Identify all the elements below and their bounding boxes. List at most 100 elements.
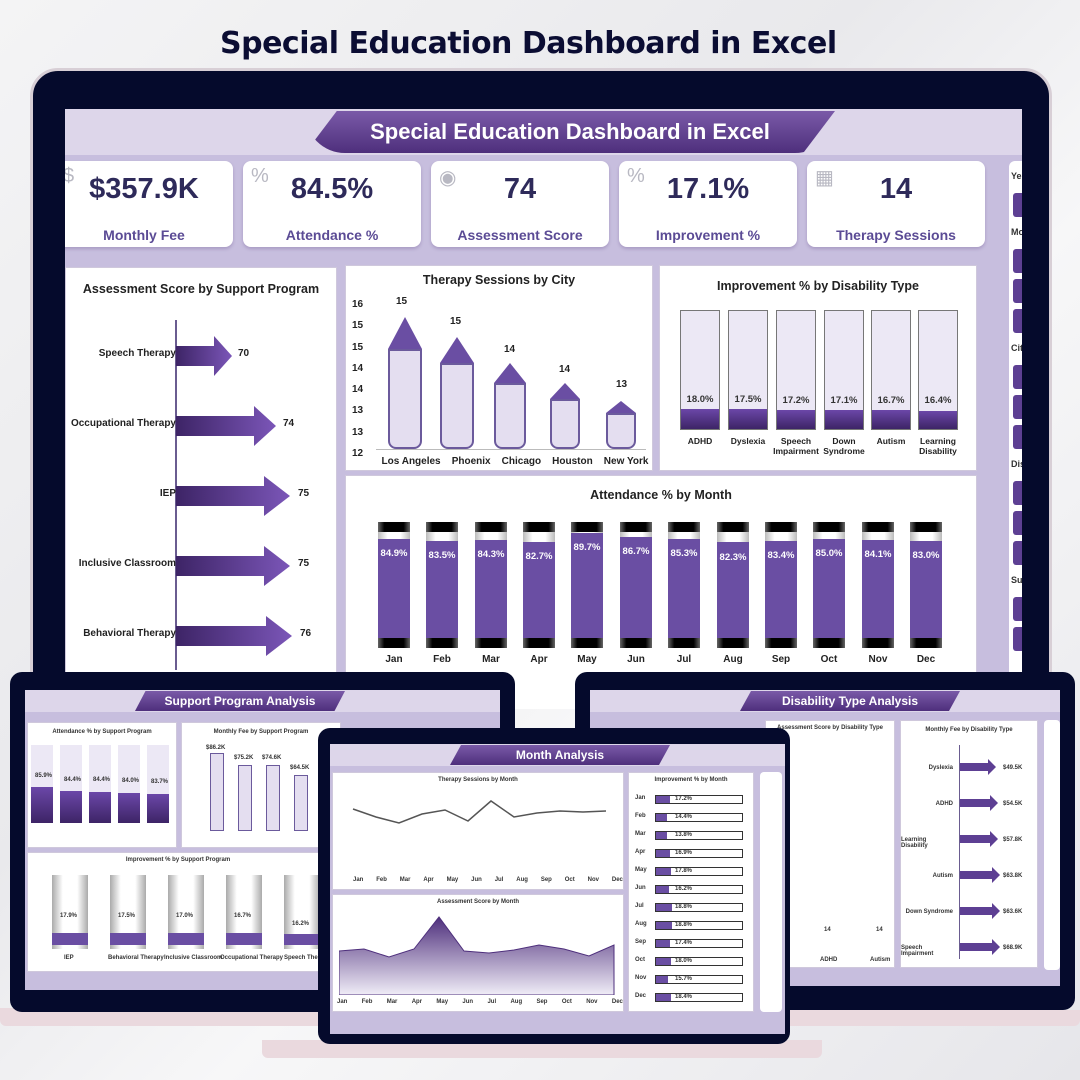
cylinder-bar: 84.1% [862,522,894,648]
slicer-panel [1044,720,1060,970]
disability-title: Disability Type Analysis [740,691,960,711]
banner-title-tab: Special Education Dashboard in Excel [305,111,835,153]
value-label: 76 [300,628,312,639]
month-analysis-title: Month Analysis [450,745,670,765]
value-label: 75 [298,558,310,569]
cylinder-bar: 83.5% [426,522,458,648]
value-label: 14 [504,344,516,355]
banner-title: Special Education Dashboard in Excel [370,119,770,144]
main-monitor: Special Education Dashboard in Excel $ $… [30,68,1052,709]
kpi-label: Therapy Sessions [836,227,956,243]
chart-improvement-by-month: Improvement % by Month Jan 17.2% Feb 14.4%… [628,772,754,1012]
cylinder-bar: 84.9% [378,522,410,648]
slicer-button[interactable] [1013,365,1022,389]
slicer-button[interactable] [1013,395,1022,419]
category-label: Autism [876,436,906,446]
category-label: Inclusive Classroom [78,558,176,569]
slicer-button[interactable] [1013,481,1022,505]
category-label: ADHD [687,436,713,446]
slicer-button[interactable] [1013,279,1022,303]
month-label: Aug [723,654,743,665]
badge-icon: ◉ [439,167,457,189]
area-chart [339,916,615,995]
month-label: Oct [820,654,838,665]
slicer-button[interactable] [1013,193,1022,217]
pencil-bars [378,266,648,449]
value-label: 15 [396,296,408,307]
kpi-therapy-sessions: ▦ 14 Therapy Sessions [807,161,985,247]
chart-assessment-by-program: Assessment Score by Support Program Spee… [65,267,337,709]
chart-attendance-by-program: Attendance % by Support Program 85.9% 84… [27,722,177,848]
category-label: IEP [159,488,176,499]
kpi-label: Monthly Fee [103,227,185,243]
cylinder-bar: 89.7% [571,522,603,648]
month-label: Dec [916,654,936,665]
month-label: Nov [868,654,888,665]
month-label: Jun [627,654,645,665]
month-label: Jan [385,654,403,665]
y-axis-ticks: 16 15 15 14 14 13 13 12 [352,299,364,460]
kpi-attendance: % 84.5% Attendance % [243,161,421,247]
chart-sessions-by-month: Therapy Sessions by Month Jan Feb Mar Apr Ma… [332,772,624,890]
slicer-header-disability: Dis [1011,459,1022,469]
cylinder-bar: 85.3% [668,522,700,648]
value-label: 75 [298,488,310,499]
arrow-shape [176,616,292,656]
kpi-value: $357.9K [89,173,199,205]
value-label: 15 [450,316,462,327]
slicer-button[interactable] [1013,597,1022,621]
month-label: May [577,654,597,665]
support-program-title: Support Program Analysis [135,691,345,711]
slicer-button[interactable] [1013,249,1022,273]
arrow-bar: IEP 75 [66,476,336,516]
pencil-bar [440,337,474,449]
laptop-base [770,1010,1080,1026]
arrow-shape [176,406,276,446]
chart-title: Assessment Score by Support Program [82,282,320,296]
month-analysis-screen: Month Analysis Therapy Sessions by Month… [330,744,785,1034]
kpi-value: 17.1% [666,173,750,205]
kpi-monthly-fee: $ $357.9K Monthly Fee [65,161,233,247]
chart-title: Therapy Sessions by City [422,273,576,287]
chart-title: Improvement % by Disability Type [717,279,919,293]
month-label: Apr [530,654,548,665]
slicer-header-city: Cit [1011,343,1022,353]
cylinder-bar: 86.7% [620,522,652,648]
banner: Special Education Dashboard in Excel [65,109,1022,155]
slicer-button[interactable] [1013,309,1022,333]
progress-bar: 17.1% [824,310,864,430]
page-title: Special Education Dashboard in Excel [220,26,837,61]
arrow-shape [176,336,232,376]
cylinder-bar: 83.0% [910,522,942,648]
kpi-value: 14 [879,173,913,205]
pencil-bar [494,363,526,449]
month-label: Mar [482,654,500,665]
chart-attendance-by-month: Attendance % by Month 84.9% 83.5% 84.3% … [345,475,977,709]
slicer-button[interactable] [1013,627,1022,651]
category-label: Behavioral Therapy [83,628,176,639]
kpi-value: 74 [503,173,537,205]
x-axis-labels: Los Angeles Phoenix Chicago Houston New York [381,456,649,467]
cylinder-bar: 82.3% [717,522,749,648]
category-label: Down Syndrome [823,436,865,456]
kpi-label: Attendance % [285,227,379,243]
slicer-button[interactable] [1013,541,1022,565]
chart-assessment-by-month: Assessment Score by Month Jan Feb Mar Apr Ma… [332,894,624,1012]
percent-icon: % [251,165,269,187]
pencil-bar [550,383,580,449]
pencil-bar [388,317,422,449]
arrow-bar: Occupational Therapy 74 [66,406,336,446]
month-label: Feb [433,654,451,665]
laptop-base [262,1040,822,1058]
slicer-button[interactable] [1013,511,1022,535]
slicer-button[interactable] [1013,425,1022,449]
line-chart [352,800,607,824]
slicer-header-year: Ye [1011,171,1022,181]
cylinder-bar: 85.0% [813,522,845,648]
percent-icon: % [627,165,645,187]
category-label: Speech Therapy [98,348,176,359]
main-dashboard-screen: Special Education Dashboard in Excel $ $… [65,109,1022,709]
kpi-label: Assessment Score [457,227,583,243]
arrow-shape [176,546,290,586]
month-analysis-device: Month Analysis Therapy Sessions by Month… [318,728,790,1044]
